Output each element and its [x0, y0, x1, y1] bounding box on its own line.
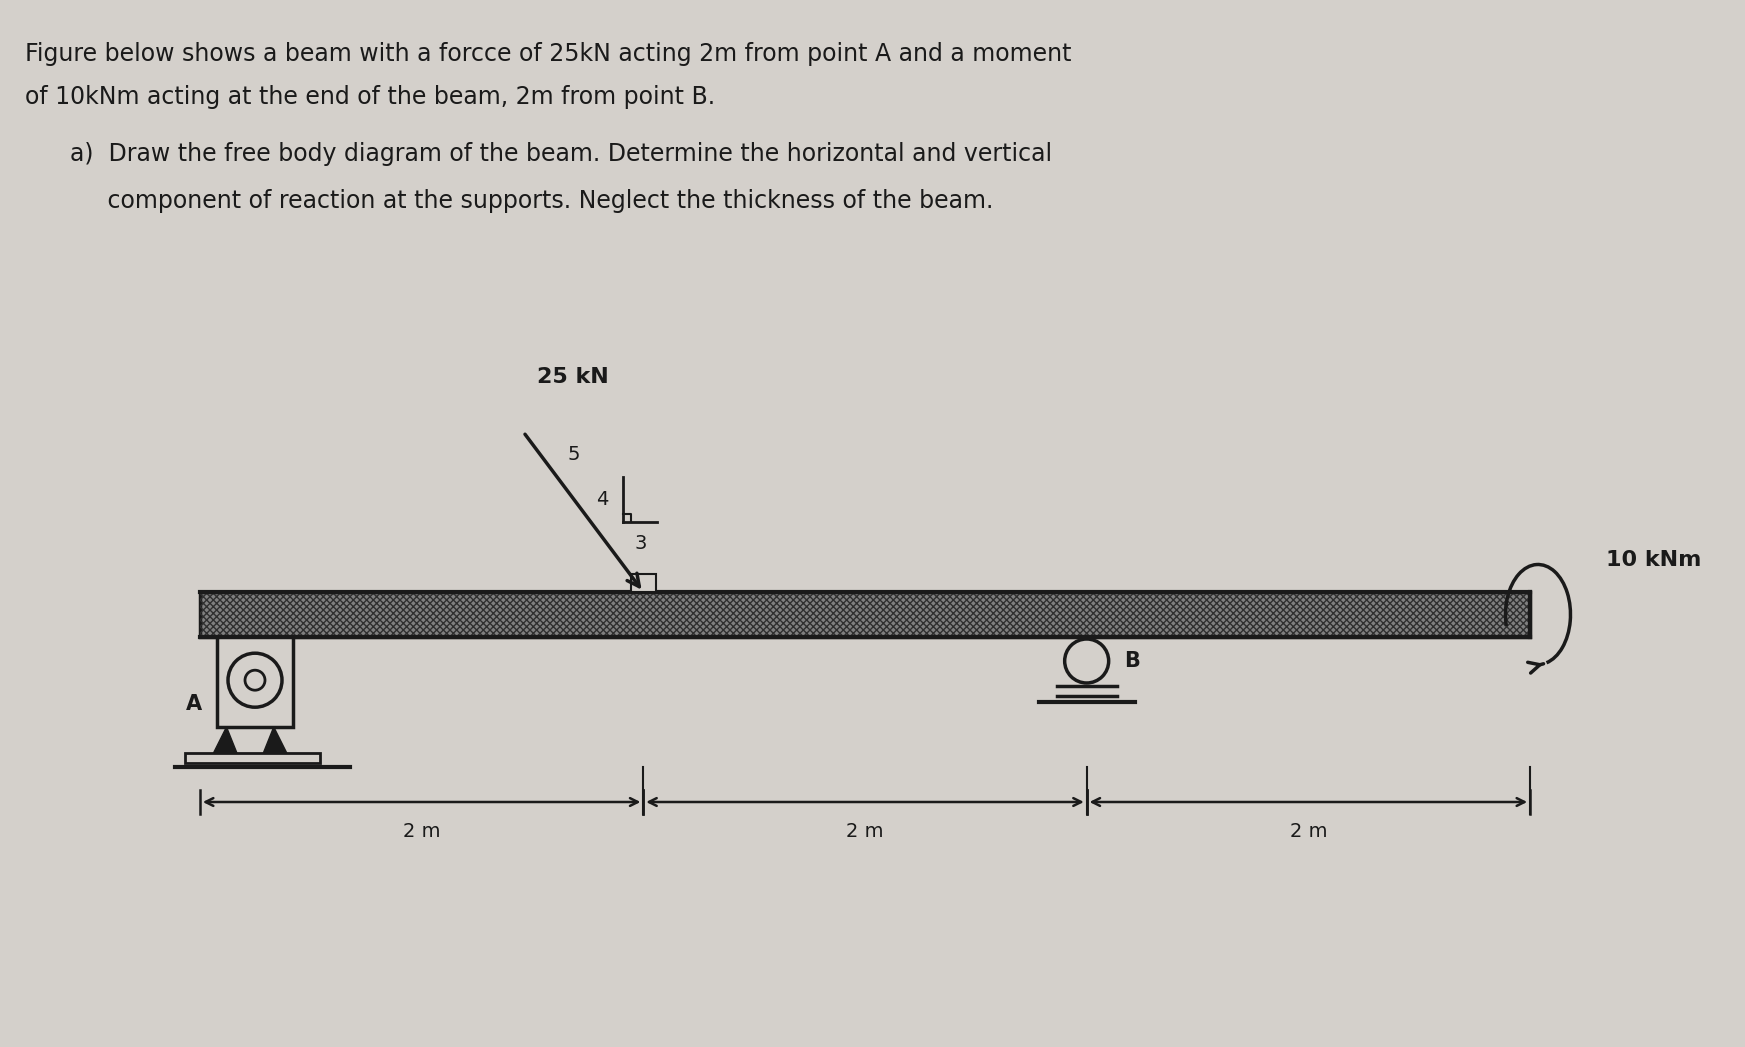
Polygon shape: [211, 727, 239, 757]
Bar: [201, 592, 1530, 637]
Text: 4: 4: [597, 490, 609, 509]
Text: 2 m: 2 m: [846, 822, 883, 841]
Text: of 10kNm acting at the end of the beam, 2m from point B.: of 10kNm acting at the end of the beam, …: [24, 85, 715, 109]
Text: 10 kNm: 10 kNm: [1605, 550, 1701, 570]
Text: A: A: [187, 694, 202, 714]
Bar: [632, 574, 656, 592]
Text: a)  Draw the free body diagram of the beam. Determine the horizontal and vertica: a) Draw the free body diagram of the bea…: [70, 142, 1052, 166]
Text: B: B: [1124, 651, 1139, 671]
Circle shape: [244, 670, 265, 690]
Circle shape: [229, 653, 283, 707]
Text: 3: 3: [633, 534, 646, 553]
Bar: [218, 637, 293, 727]
Bar: [201, 592, 1530, 637]
Text: component of reaction at the supports. Neglect the thickness of the beam.: component of reaction at the supports. N…: [70, 190, 993, 213]
Text: 25 kN: 25 kN: [537, 367, 609, 387]
Text: 5: 5: [567, 446, 581, 465]
Text: 2 m: 2 m: [403, 822, 440, 841]
Bar: [185, 753, 319, 763]
Text: 2 m: 2 m: [1290, 822, 1328, 841]
Text: Figure below shows a beam with a forcce of 25kN acting 2m from point A and a mom: Figure below shows a beam with a forcce …: [24, 42, 1071, 66]
Polygon shape: [262, 727, 288, 757]
Circle shape: [1064, 639, 1108, 683]
